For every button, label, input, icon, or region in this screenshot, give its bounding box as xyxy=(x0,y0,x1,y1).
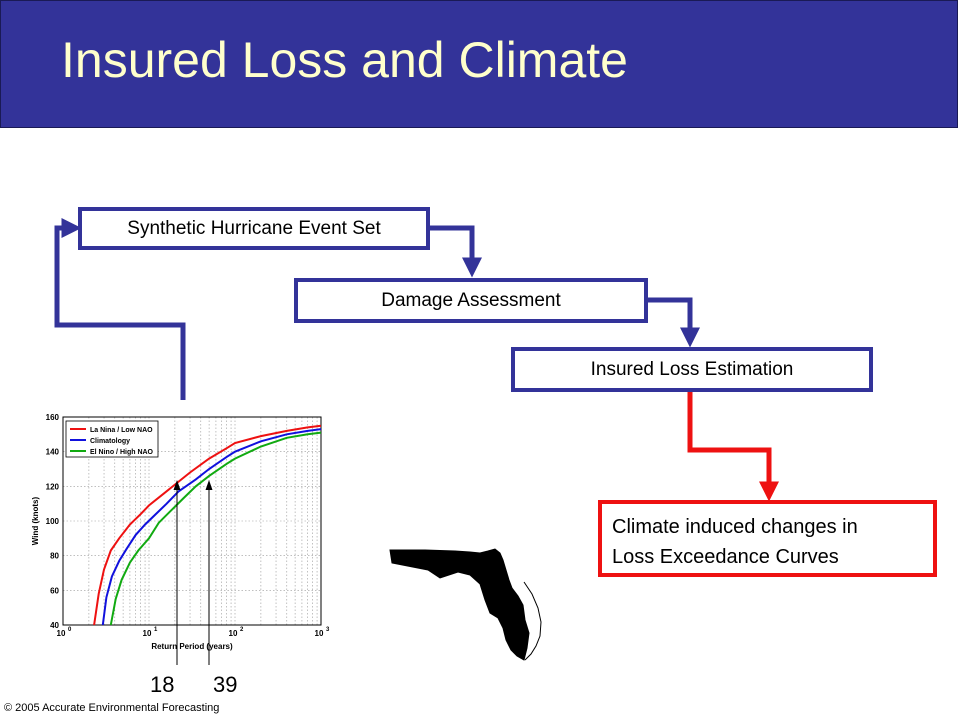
x-tick-label: 10 xyxy=(229,629,238,638)
y-tick-label: 100 xyxy=(46,517,60,526)
legend-label: El Nino / High NAO xyxy=(90,449,154,456)
connector-arrow-1 xyxy=(430,225,482,278)
damage-assessment-label: Damage Assessment xyxy=(381,289,561,311)
result-arrow xyxy=(687,392,779,502)
insured-loss-estimation-label: Insured Loss Estimation xyxy=(590,358,794,380)
series-line-1 xyxy=(101,428,322,626)
x-tick-label: 10 xyxy=(143,629,152,638)
connector-arrow-2 xyxy=(648,297,700,348)
insured-loss-estimation-box: Insured Loss Estimation xyxy=(511,347,873,392)
marker-label-18: 18 xyxy=(150,672,175,697)
y-tick-label: 60 xyxy=(50,586,59,595)
florida-shape xyxy=(389,548,530,661)
x-tick-label: 10 xyxy=(315,629,324,638)
title-bar: Insured Loss and Climate xyxy=(0,0,958,128)
legend-label: La Nina / Low NAO xyxy=(90,427,153,434)
legend-label: Climatology xyxy=(90,438,130,445)
page-title: Insured Loss and Climate xyxy=(61,32,628,88)
series-line-2 xyxy=(109,431,322,626)
loss-exceedance-line1: Climate induced changes in xyxy=(612,516,858,538)
loss-exceedance-box: Climate induced changes in Loss Exceedan… xyxy=(598,500,937,577)
x-axis-label: Return Period (years) xyxy=(151,642,233,651)
x-tick-exponent: 1 xyxy=(154,627,158,633)
y-tick-label: 40 xyxy=(50,621,59,630)
marker-label-39: 39 xyxy=(213,672,238,697)
damage-assessment-box: Damage Assessment xyxy=(294,278,648,323)
feedback-arrow xyxy=(54,218,186,400)
loss-exceedance-line2: Loss Exceedance Curves xyxy=(612,546,839,568)
synthetic-event-set-box: Synthetic Hurricane Event Set xyxy=(78,207,430,250)
y-tick-label: 120 xyxy=(46,482,60,491)
y-tick-label: 140 xyxy=(46,448,60,457)
marker-arrow-head-1 xyxy=(205,480,213,490)
x-tick-label: 10 xyxy=(57,629,66,638)
x-tick-exponent: 3 xyxy=(326,627,330,633)
y-tick-label: 80 xyxy=(50,552,59,561)
x-tick-exponent: 0 xyxy=(68,627,72,633)
copyright-footer: © 2005 Accurate Environmental Forecastin… xyxy=(4,702,220,714)
florida-coast-outline xyxy=(523,581,542,661)
series-line-0 xyxy=(93,424,322,626)
marker-arrow-head-0 xyxy=(173,480,181,490)
x-tick-exponent: 2 xyxy=(240,627,244,633)
plot-frame xyxy=(62,416,322,626)
synthetic-event-set-label: Synthetic Hurricane Event Set xyxy=(127,217,381,239)
y-tick-label: 160 xyxy=(46,413,60,422)
y-axis-label: Wind (knots) xyxy=(31,496,40,545)
